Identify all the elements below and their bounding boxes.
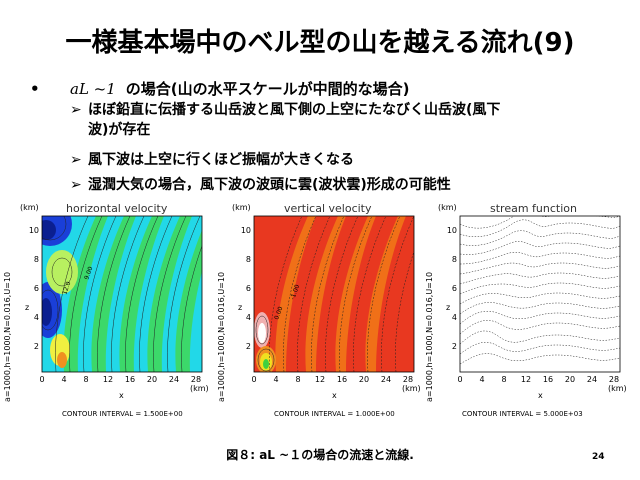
x-tick: 8 [501, 375, 506, 384]
panel-title: vertical velocity [284, 202, 372, 215]
figure-caption: 図８: aL ~１の場合の流速と流線. [226, 448, 414, 462]
bullet-formula: aL ~1 [70, 80, 116, 98]
subitem-3-line1: 湿潤大気の場合，風下波の波頭に雲(波状雲)形成の可能性 [88, 177, 451, 193]
x-tick: 28 [191, 375, 201, 384]
x-tick: 12 [315, 375, 325, 384]
z-axis-label: z [238, 303, 242, 312]
panel-title: stream function [490, 202, 577, 215]
x-tick: 28 [403, 375, 413, 384]
x-tick: 24 [587, 375, 597, 384]
z-tick: 4 [452, 313, 457, 322]
side-param-label: a=1000,h=1000,N=0.016,U=10 [217, 272, 226, 402]
z-tick: 10 [241, 226, 251, 235]
z-tick: 6 [34, 284, 39, 293]
z-tick: 2 [246, 342, 251, 351]
x-tick: 16 [337, 375, 347, 384]
main-bullet: • aL ~1 の場合(山の水平スケールが中間的な場合) [30, 78, 410, 99]
arrow-bullet-icon: ➢ [70, 177, 82, 193]
arrow-bullet-icon: ➢ [70, 102, 82, 118]
z-axis-label: z [446, 303, 450, 312]
x-unit-label: (km) [190, 384, 209, 393]
bullet-text: の場合(山の水平スケールが中間的な場合) [125, 80, 410, 98]
z-tick: 4 [246, 313, 251, 322]
contour-label: 12.0 [61, 281, 72, 296]
z-unit-label: (km) [438, 203, 457, 212]
subitem-1-line1: ほぼ鉛直に伝播する山岳波と風下側の上空にたなびく山岳波(風下 [88, 102, 501, 118]
contour-label: 0.00 [273, 306, 284, 321]
x-axis-label: x [332, 391, 337, 400]
arrow-bullet-icon: ➢ [70, 152, 82, 168]
x-tick: 0 [39, 375, 44, 384]
panel-vertical-velocity: (km) vertical velocity a=1000,h=1000,N=0… [214, 200, 424, 430]
x-tick: 4 [273, 375, 278, 384]
x-axis-label: x [119, 391, 124, 400]
x-tick: 12 [103, 375, 113, 384]
slide-title: 一様基本場中のベル型の山を越える流れ(9) [65, 28, 575, 58]
z-tick: 2 [34, 342, 39, 351]
z-tick: 6 [246, 284, 251, 293]
subitem-1-line2: 波)が存在 [88, 122, 151, 138]
x-tick: 12 [521, 375, 531, 384]
z-tick: 2 [452, 342, 457, 351]
subitem-2-line1: 風下波は上空に行くほど振幅が大きくなる [88, 152, 354, 168]
x-tick: 24 [169, 375, 179, 384]
x-tick: 4 [61, 375, 66, 384]
z-tick: 10 [447, 226, 457, 235]
x-unit-label: (km) [402, 384, 421, 393]
contour-interval: CONTOUR INTERVAL = 1.000E+00 [274, 410, 395, 418]
panel-stream-function: (km) stream function a=1000,h=1000,N=0.0… [424, 200, 634, 430]
contour-label: 9.00 [83, 266, 94, 281]
x-tick: 20 [147, 375, 157, 384]
x-tick: 28 [609, 375, 619, 384]
x-tick: 20 [565, 375, 575, 384]
x-unit-label: (km) [608, 384, 627, 393]
panel-horizontal-velocity: (km) horizontal velocity a=1000,h=1000,N… [4, 200, 209, 430]
x-tick: 8 [295, 375, 300, 384]
x-tick: 24 [381, 375, 391, 384]
side-param-label: a=1000,h=1000,N=0.016,U=10 [425, 272, 434, 402]
subitem-1: ➢ ほぼ鉛直に伝播する山岳波と風下側の上空にたなびく山岳波(風下 波)が存在 [70, 100, 610, 140]
page-number: 24 [592, 452, 605, 462]
z-tick: 4 [34, 313, 39, 322]
z-tick: 8 [452, 255, 457, 264]
contour-label: -1.00 [289, 284, 301, 301]
x-axis-label: x [538, 391, 543, 400]
subitem-3: ➢ 湿潤大気の場合，風下波の波頭に雲(波状雲)形成の可能性 [70, 175, 610, 195]
plot-area [460, 216, 620, 372]
x-tick: 0 [251, 375, 256, 384]
x-tick: 8 [83, 375, 88, 384]
side-param-label: a=1000,h=1000,N=0.016,U=10 [4, 272, 12, 402]
contour-interval: CONTOUR INTERVAL = 1.500E+00 [62, 410, 183, 418]
z-tick: 6 [452, 284, 457, 293]
panel-title: horizontal velocity [66, 202, 168, 215]
z-tick: 10 [29, 226, 39, 235]
x-tick: 16 [543, 375, 553, 384]
x-tick: 20 [359, 375, 369, 384]
z-tick: 8 [34, 255, 39, 264]
z-tick: 8 [246, 255, 251, 264]
z-unit-label: (km) [232, 203, 251, 212]
x-tick: 4 [479, 375, 484, 384]
z-axis-label: z [25, 303, 29, 312]
subitem-2: ➢ 風下波は上空に行くほど振幅が大きくなる [70, 150, 610, 170]
contour-interval: CONTOUR INTERVAL = 5.000E+03 [462, 410, 583, 418]
bullet-dot-icon: • [30, 80, 40, 98]
x-tick: 0 [457, 375, 462, 384]
x-tick: 16 [125, 375, 135, 384]
z-unit-label: (km) [20, 203, 39, 212]
